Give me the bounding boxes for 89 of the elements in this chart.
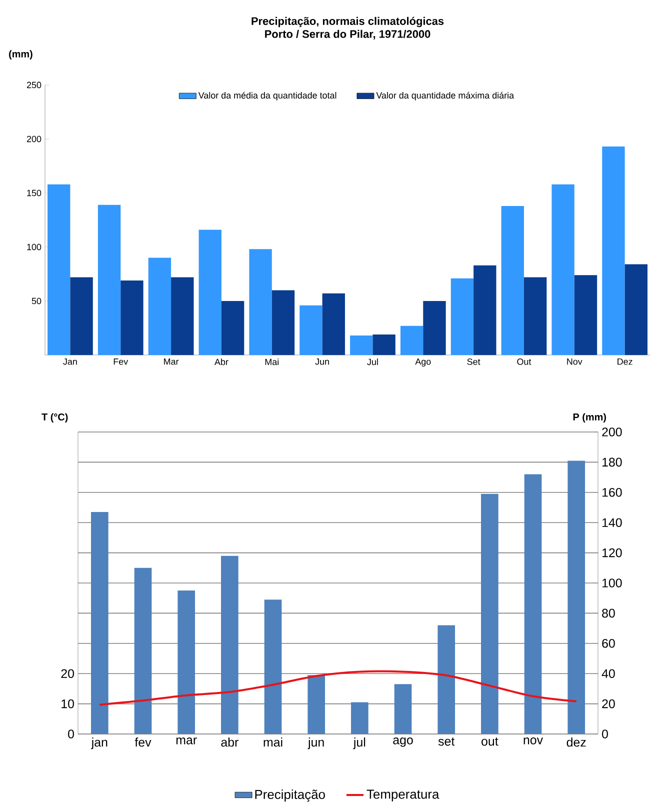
bar <box>394 684 412 734</box>
bar <box>322 293 345 355</box>
y-tick-label: 250 <box>26 82 42 88</box>
bar <box>602 146 625 355</box>
bar <box>221 300 244 355</box>
y2-tick-label: 60 <box>602 639 615 648</box>
legend-label: Precipitação <box>255 790 325 802</box>
y2-tick-label: 160 <box>602 488 622 497</box>
bar <box>98 204 121 355</box>
y2-axis-title: P (mm) <box>573 413 606 422</box>
x-tick-label: Dez <box>618 358 632 365</box>
chart-title: Precipitação, normais climatológicas <box>252 16 444 28</box>
bar <box>48 184 70 355</box>
bar <box>221 556 238 734</box>
y-tick-label: 100 <box>27 244 42 250</box>
y2-tick-label: 120 <box>602 548 622 558</box>
x-tick-label: Jul <box>367 358 378 366</box>
y2-tick-label: 140 <box>602 518 622 528</box>
x-tick-label: fev <box>134 738 152 747</box>
bar <box>178 590 196 734</box>
x-tick-label: nov <box>524 738 544 744</box>
y2-tick-label: 40 <box>602 669 615 678</box>
bar <box>350 336 373 355</box>
x-tick-label: Nov <box>567 358 582 365</box>
bar <box>524 474 542 734</box>
x-tick-label: out <box>482 738 498 746</box>
bar <box>70 277 93 355</box>
x-tick-label: dez <box>566 738 586 747</box>
x-tick-label: mar <box>176 738 197 744</box>
bar <box>198 230 222 355</box>
bar <box>120 280 144 355</box>
legend-label: Valor da quantidade máxima diária <box>376 92 514 100</box>
y2-tick-label: 80 <box>602 608 615 618</box>
bar <box>481 494 498 734</box>
x-tick-label: Mai <box>265 358 278 366</box>
x-tick-label: Set <box>467 358 480 365</box>
y-tick-label: 200 <box>26 136 42 142</box>
bar <box>552 184 574 355</box>
bar <box>400 326 424 355</box>
x-tick-label: Jan <box>63 358 77 365</box>
bar <box>264 600 282 734</box>
y-axis-title: (mm) <box>9 50 32 60</box>
bar <box>474 265 496 355</box>
line-series <box>98 670 578 706</box>
x-tick-label: Mar <box>164 358 179 365</box>
x-tick-label: set <box>438 738 455 746</box>
y2-tick-label: 0 <box>602 730 608 738</box>
x-tick-label: jan <box>91 738 108 750</box>
chart-subtitle: Porto / Serra do Pilar, 1971/2000 <box>265 30 430 40</box>
y2-tick-label: 100 <box>602 578 622 588</box>
y-tick-label: 150 <box>27 190 42 196</box>
bar <box>249 249 272 355</box>
x-tick-label: Jun <box>315 358 329 365</box>
y-axis-title: T (°C) <box>42 413 68 422</box>
bar <box>423 300 446 355</box>
bar <box>372 334 396 355</box>
y-tick-label: 50 <box>32 298 42 304</box>
bar <box>501 206 524 355</box>
y-tick-label: 20 <box>61 669 74 678</box>
y2-tick-label: 180 <box>602 458 622 467</box>
bar <box>568 460 586 734</box>
x-tick-label: Out <box>517 358 532 365</box>
bar <box>308 675 326 734</box>
bar <box>272 290 295 355</box>
bar <box>300 305 322 355</box>
x-tick-label: jul <box>353 738 366 750</box>
bar <box>91 512 108 734</box>
x-tick-label: mai <box>264 738 282 747</box>
bar <box>450 278 474 355</box>
y2-tick-label: 20 <box>602 699 615 708</box>
bar <box>524 277 547 355</box>
x-tick-label: Abr <box>214 358 228 366</box>
bar <box>171 277 194 355</box>
x-tick-label: Ago <box>415 358 431 367</box>
x-tick-label: Fev <box>114 358 128 365</box>
bar <box>134 568 152 734</box>
y-tick-label: 10 <box>62 699 74 708</box>
x-tick-label: abr <box>221 738 238 747</box>
legend-label: Valor da média da quantidade total <box>198 92 336 100</box>
legend-label: Temperatura <box>366 790 440 802</box>
y-tick-label: 0 <box>68 730 74 738</box>
y2-tick-label: 200 <box>602 428 622 436</box>
x-tick-label: ago <box>393 738 413 747</box>
bar <box>624 264 648 355</box>
x-tick-label: jun <box>308 738 324 750</box>
bar <box>574 275 598 355</box>
bar <box>148 258 172 355</box>
bar <box>438 625 456 734</box>
bar <box>351 702 368 734</box>
